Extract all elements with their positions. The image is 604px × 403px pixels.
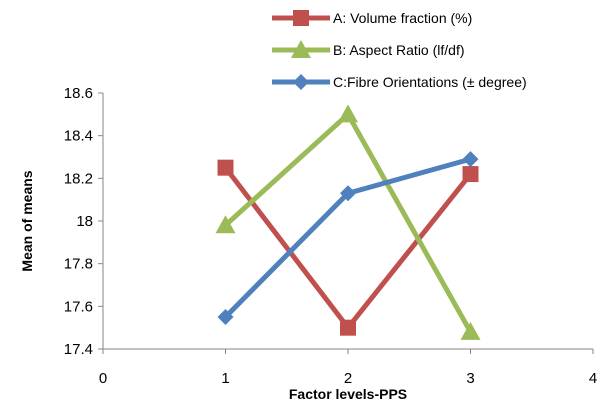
data-point — [462, 151, 479, 168]
x-tick-label: 2 — [344, 370, 352, 387]
y-axis-title: Mean of means — [19, 170, 35, 271]
series-3 — [217, 151, 479, 325]
data-point — [462, 166, 479, 183]
axes — [102, 93, 593, 350]
data-point — [340, 319, 356, 336]
legend-marker — [293, 74, 309, 90]
y-tick-label: 18.4 — [64, 128, 93, 145]
legend-item: C:Fibre Orientations (± degree) — [272, 74, 527, 90]
legend-marker — [293, 10, 309, 26]
series-line — [223, 156, 472, 319]
y-tick-label: 17.4 — [64, 341, 93, 358]
legend-marker — [291, 40, 311, 58]
series-1 — [217, 159, 479, 336]
data-point — [217, 309, 234, 325]
data-point — [215, 215, 236, 234]
y-ticks: 17.4 17.6 17.8 18 18.2 18.4 18.6 — [64, 85, 103, 358]
legend-label: A: Volume fraction (%) — [333, 10, 472, 26]
legend: A: Volume fraction (%) B: Aspect Ratio (l… — [272, 10, 527, 90]
x-ticks: 0 1 2 3 4 — [99, 349, 597, 387]
y-tick-label: 18.2 — [64, 170, 93, 187]
series-layer — [215, 104, 481, 340]
y-tick-label: 17.8 — [64, 256, 93, 273]
legend-item: B: Aspect Ratio (lf/df) — [272, 40, 465, 58]
legend-label: C:Fibre Orientations (± degree) — [333, 74, 527, 90]
x-tick-label: 1 — [221, 370, 229, 387]
y-tick-label: 18 — [76, 213, 93, 230]
y-tick-label: 17.6 — [64, 298, 93, 315]
x-axis-title: Factor levels-PPS — [289, 386, 407, 402]
y-tick-label: 18.6 — [64, 85, 93, 102]
series-2 — [215, 104, 481, 340]
x-tick-label: 4 — [589, 370, 597, 387]
data-point — [340, 185, 356, 202]
data-point — [460, 321, 481, 340]
data-point — [217, 159, 234, 176]
legend-item: A: Volume fraction (%) — [272, 10, 472, 26]
legend-label: B: Aspect Ratio (lf/df) — [333, 42, 465, 58]
x-tick-label: 0 — [99, 370, 107, 387]
x-tick-label: 3 — [466, 370, 474, 387]
data-point — [338, 104, 358, 123]
